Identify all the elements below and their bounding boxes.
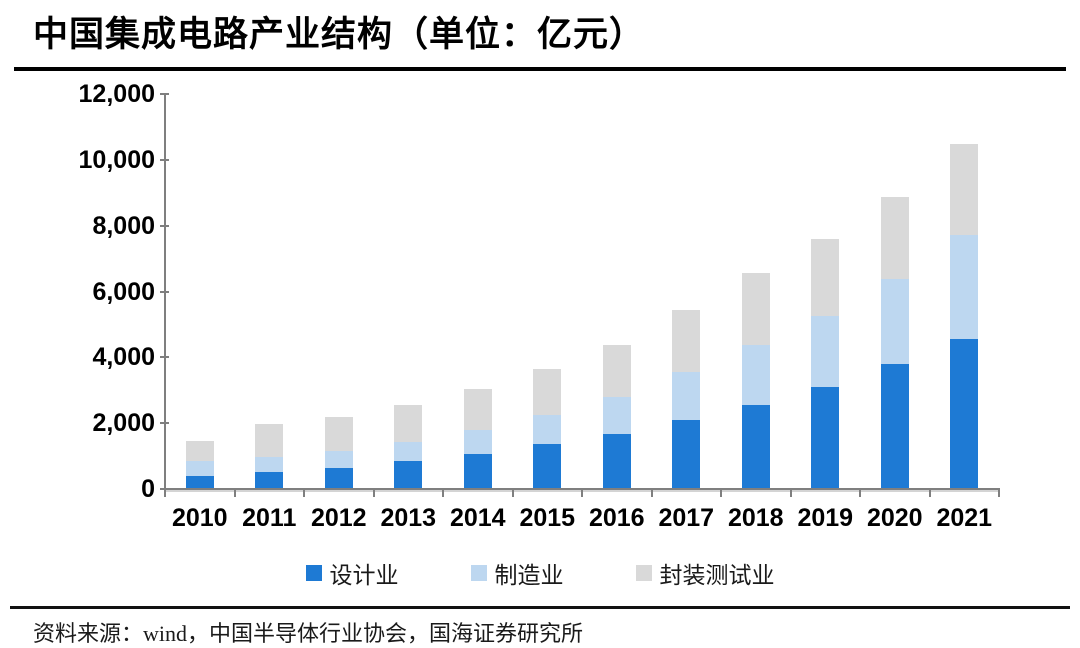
y-axis-tick-mark bbox=[160, 93, 169, 95]
bar-segment-制造业-2020 bbox=[880, 279, 909, 364]
bar-segment-封装测试业-2012 bbox=[324, 416, 353, 452]
x-axis-tick-mark bbox=[511, 489, 514, 497]
bar-segment-制造业-2011 bbox=[255, 456, 284, 473]
bar-segment-制造业-2014 bbox=[463, 430, 492, 454]
x-axis-tick-mark bbox=[789, 489, 792, 497]
x-axis-tick-label: 2017 bbox=[658, 504, 715, 532]
legend-label: 制造业 bbox=[494, 563, 564, 588]
bar-segment-制造业-2021 bbox=[950, 234, 979, 340]
legend-swatch-icon bbox=[305, 565, 322, 581]
footer-divider-rule bbox=[10, 606, 1070, 609]
bar-segment-设计业-2011 bbox=[255, 472, 284, 488]
bar-segment-制造业-2019 bbox=[811, 316, 840, 388]
chart-title: 中国集成电路产业结构（单位：亿元） bbox=[33, 15, 646, 54]
x-axis-tick-mark bbox=[720, 489, 722, 497]
x-axis-tick-mark bbox=[233, 489, 236, 497]
y-axis-tick-label: 2,000 bbox=[92, 409, 155, 438]
x-axis-tick-mark bbox=[442, 489, 444, 497]
x-axis-tick-label: 2020 bbox=[866, 504, 923, 532]
x-axis-tick-label: 2013 bbox=[380, 504, 437, 532]
bar-segment-封装测试业-2016 bbox=[602, 345, 631, 397]
legend-label: 封装测试业 bbox=[659, 563, 775, 588]
title-divider-rule bbox=[14, 67, 1066, 71]
bar-segment-设计业-2018 bbox=[741, 405, 770, 488]
bar-segment-制造业-2016 bbox=[602, 396, 631, 434]
x-axis-tick-mark bbox=[650, 489, 653, 497]
x-axis-tick-mark bbox=[998, 489, 1000, 497]
bar-segment-设计业-2015 bbox=[533, 444, 562, 488]
legend-label: 设计业 bbox=[329, 563, 399, 588]
bar-segment-封装测试业-2011 bbox=[255, 424, 284, 457]
legend-item-制造业: 制造业 bbox=[470, 556, 564, 590]
bar-segment-封装测试业-2014 bbox=[463, 388, 492, 431]
x-axis-tick-label: 2011 bbox=[242, 504, 297, 532]
x-axis-tick-label: 2012 bbox=[310, 504, 367, 532]
bar-segment-设计业-2014 bbox=[463, 453, 492, 488]
bar-segment-封装测试业-2020 bbox=[880, 196, 909, 280]
y-axis-tick-label: 4,000 bbox=[92, 343, 155, 372]
bar-segment-设计业-2021 bbox=[950, 339, 979, 488]
source-note: 资料来源：wind，中国半导体行业协会，国海证券研究所 bbox=[33, 621, 584, 646]
x-axis-tick-label: 2021 bbox=[936, 504, 993, 532]
bar-segment-设计业-2019 bbox=[811, 387, 840, 488]
bar-segment-封装测试业-2021 bbox=[950, 143, 979, 235]
y-axis-tick-mark bbox=[160, 290, 169, 293]
y-axis-tick-mark bbox=[160, 224, 169, 227]
x-axis-tick-mark bbox=[928, 489, 931, 497]
bar-segment-设计业-2012 bbox=[324, 467, 353, 488]
x-axis-tick-label: 2015 bbox=[519, 504, 576, 532]
x-axis-tick-mark bbox=[581, 489, 583, 497]
x-axis-tick-mark bbox=[164, 489, 166, 497]
bar-segment-设计业-2013 bbox=[394, 461, 423, 488]
legend-swatch-icon bbox=[470, 565, 487, 581]
bar-segment-封装测试业-2018 bbox=[741, 273, 770, 346]
bar-segment-封装测试业-2017 bbox=[672, 309, 701, 373]
bar-segment-设计业-2020 bbox=[880, 363, 909, 488]
bar-segment-制造业-2012 bbox=[324, 451, 353, 468]
legend-item-封装测试业: 封装测试业 bbox=[635, 556, 775, 590]
x-axis-tick-mark bbox=[303, 489, 305, 497]
x-axis-tick-label: 2010 bbox=[171, 504, 228, 532]
bar-segment-设计业-2010 bbox=[185, 476, 214, 488]
bar-segment-制造业-2018 bbox=[741, 345, 770, 406]
legend-item-设计业: 设计业 bbox=[305, 556, 399, 590]
bar-segment-封装测试业-2015 bbox=[533, 369, 562, 415]
chart-legend: 设计业 制造业 封装测试业 bbox=[0, 556, 1080, 590]
y-axis-tick-label: 8,000 bbox=[92, 211, 155, 240]
bar-segment-制造业-2017 bbox=[672, 372, 701, 420]
bar-segment-制造业-2010 bbox=[185, 461, 214, 476]
x-axis-tick-label: 2014 bbox=[449, 504, 506, 532]
y-axis-tick-label: 12,000 bbox=[78, 80, 155, 108]
x-axis-tick-label: 2016 bbox=[588, 504, 645, 532]
x-axis-tick-mark bbox=[372, 489, 375, 497]
bar-segment-制造业-2015 bbox=[533, 414, 562, 445]
y-axis-tick-label: 0 bbox=[141, 475, 155, 503]
y-axis-tick-mark bbox=[160, 356, 169, 359]
bar-segment-设计业-2017 bbox=[672, 419, 701, 488]
bar-segment-设计业-2016 bbox=[602, 433, 631, 488]
bar-segment-封装测试业-2019 bbox=[811, 239, 840, 317]
bar-segment-封装测试业-2013 bbox=[394, 405, 423, 442]
bar-segment-制造业-2013 bbox=[394, 441, 423, 462]
x-axis-tick-mark bbox=[859, 489, 861, 497]
x-axis-tick-label: 2019 bbox=[797, 504, 854, 532]
legend-swatch-icon bbox=[635, 565, 652, 581]
y-axis-tick-label: 10,000 bbox=[78, 145, 155, 174]
y-axis-tick-label: 6,000 bbox=[92, 277, 155, 306]
bar-segment-封装测试业-2010 bbox=[185, 440, 214, 462]
y-axis-tick-mark bbox=[160, 422, 169, 425]
y-axis-tick-mark bbox=[160, 158, 169, 161]
x-axis-tick-label: 2018 bbox=[727, 504, 784, 532]
